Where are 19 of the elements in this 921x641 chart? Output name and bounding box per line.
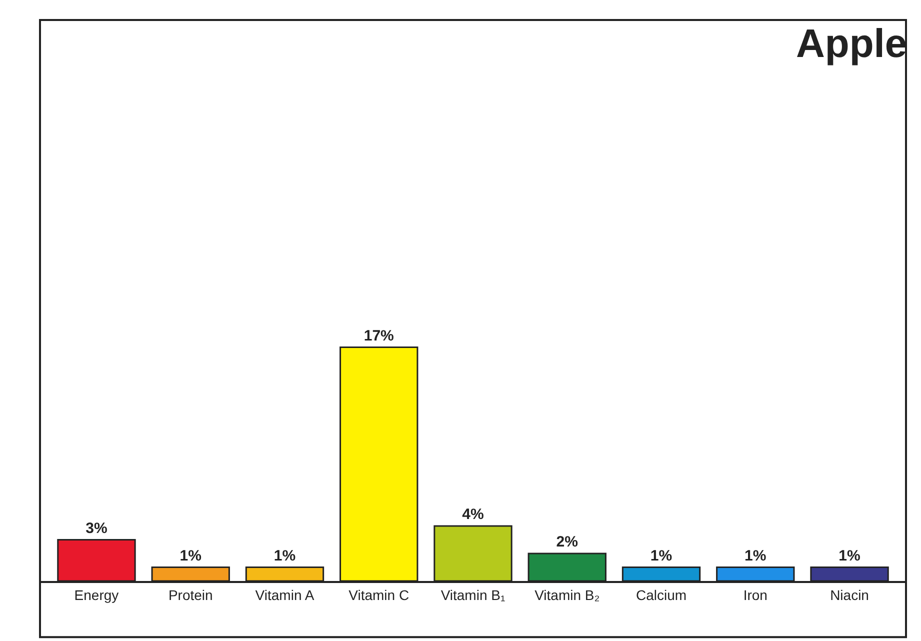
chart-title: Apple	[796, 22, 908, 66]
x-tick-label: Iron	[743, 586, 768, 603]
x-tick-label: Energy	[74, 586, 119, 603]
data-label: 1%	[744, 547, 766, 564]
data-label: 1%	[838, 547, 860, 564]
data-label: 1%	[180, 547, 202, 564]
x-tick-label: Niacin	[830, 586, 869, 603]
x-tick-label: Vitamin C	[348, 586, 410, 603]
x-tick-label: Vitamin B₁	[440, 586, 506, 603]
data-label: 1%	[274, 547, 296, 564]
data-label: 2%	[556, 534, 578, 550]
x-tick-label: Protein	[168, 586, 213, 603]
x-tick-label: Vitamin B₂	[534, 586, 600, 603]
data-label: 4%	[462, 506, 484, 523]
data-label: 3%	[86, 520, 108, 537]
data-label: 1%	[650, 547, 672, 564]
x-tick-label: Calcium	[636, 586, 687, 603]
x-tick-label: Vitamin A	[255, 586, 315, 603]
data-label: 17%	[364, 327, 394, 344]
